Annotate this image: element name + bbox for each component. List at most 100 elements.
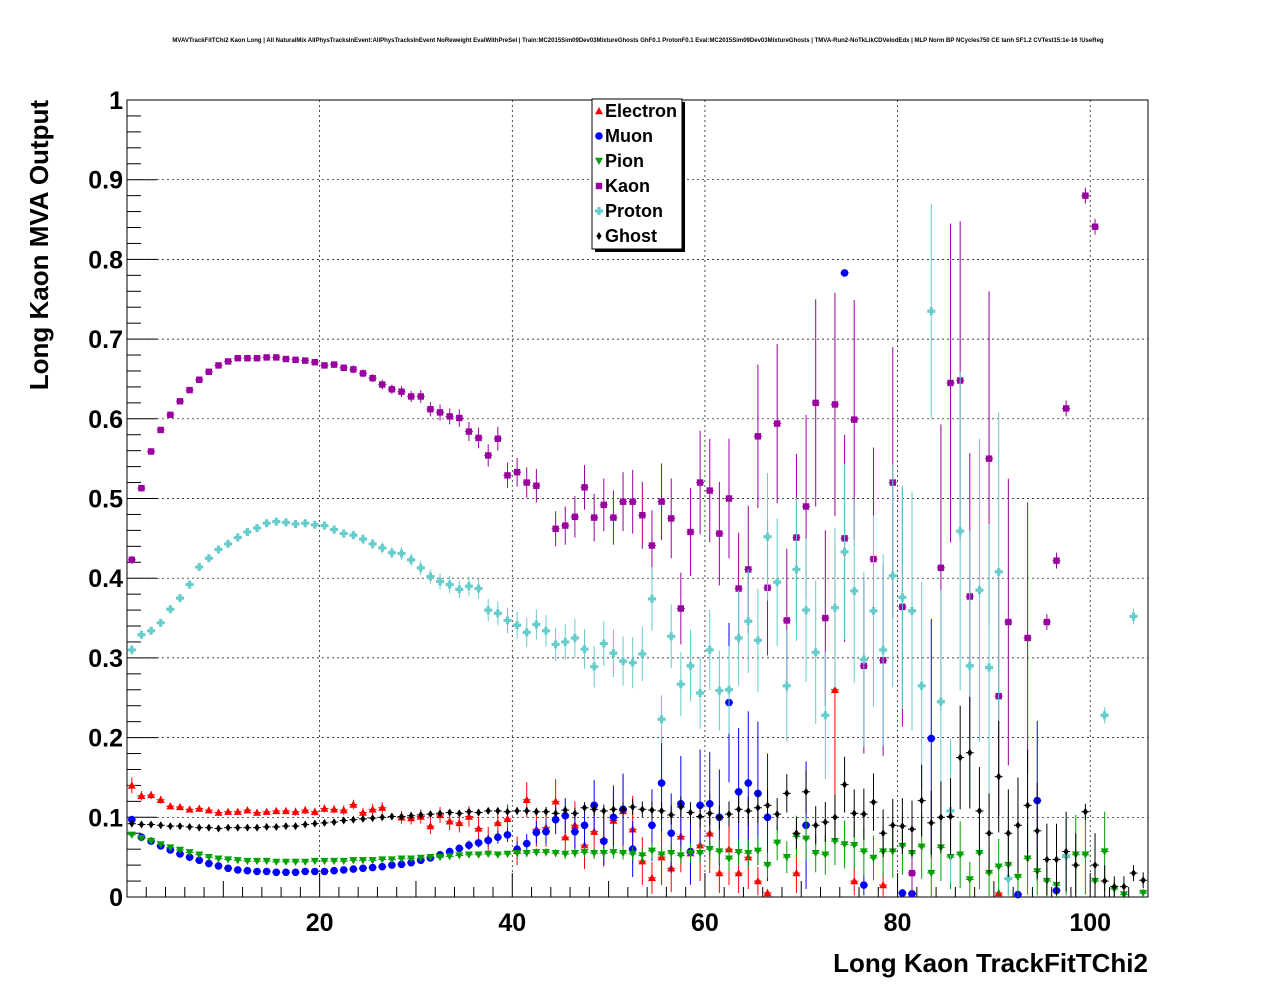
data-point-pion (840, 841, 849, 849)
data-point-pion (744, 849, 753, 858)
data-point-proton (137, 630, 146, 639)
data-point-proton (782, 681, 791, 690)
data-point-ghost (447, 808, 453, 817)
data-point-muon (474, 839, 483, 847)
data-point-proton (647, 594, 656, 603)
data-point-pion (330, 857, 339, 866)
data-point-kaon (668, 515, 675, 522)
data-point-proton (638, 649, 647, 658)
data-point-electron (734, 869, 743, 877)
data-point-electron (561, 833, 570, 841)
data-point-proton (175, 594, 184, 603)
data-point-kaon (407, 393, 415, 400)
data-point-pion (869, 854, 878, 862)
data-point-kaon (205, 368, 213, 375)
data-point-ghost (947, 812, 954, 821)
data-point-ghost (851, 809, 857, 818)
data-point-pion (214, 855, 223, 863)
data-point-proton (445, 580, 454, 589)
data-point-proton (513, 621, 522, 630)
data-point-ghost (1063, 847, 1069, 856)
data-point-kaon (985, 455, 993, 462)
data-point-ghost (543, 807, 549, 816)
data-point-pion (378, 856, 387, 864)
data-point-muon (339, 866, 348, 874)
data-point-muon (243, 866, 252, 875)
data-point-kaon (1005, 618, 1012, 626)
data-point-kaon (552, 525, 559, 532)
data-point-electron (253, 808, 262, 816)
data-point-proton (358, 535, 367, 544)
data-point-proton (349, 531, 358, 540)
data-point-muon (609, 813, 618, 822)
data-point-electron (455, 818, 464, 827)
y-tick-label: 0.7 (88, 326, 123, 354)
data-point-muon (301, 867, 309, 876)
legend-marker-muon (595, 132, 603, 140)
data-point-pion (464, 851, 473, 859)
data-point-muon (657, 779, 666, 787)
data-point-pion (224, 856, 233, 864)
data-point-kaon (128, 556, 136, 564)
data-point-kaon (513, 468, 521, 476)
data-point-pion (137, 834, 146, 843)
data-point-kaon (658, 498, 665, 505)
data-point-pion (811, 849, 820, 858)
data-point-electron (224, 807, 233, 815)
data-point-ghost (1005, 829, 1011, 838)
data-point-pion (484, 850, 493, 858)
data-point-ghost (572, 809, 578, 818)
data-point-electron (204, 806, 213, 814)
data-point-proton (888, 571, 897, 580)
legend-label-ghost: Ghost (605, 226, 657, 246)
data-point-muon (253, 867, 261, 876)
data-point-pion (985, 869, 994, 878)
data-point-pion (927, 869, 936, 878)
data-point-pion (243, 857, 252, 866)
data-point-proton (917, 681, 926, 690)
data-point-kaon (619, 498, 627, 505)
data-point-ghost (813, 821, 819, 830)
data-point-ghost (398, 812, 405, 821)
data-point-pion (387, 856, 396, 864)
data-point-ghost (1034, 826, 1040, 835)
data-point-ghost (726, 810, 732, 819)
data-point-electron (214, 808, 223, 816)
data-point-ghost (321, 818, 328, 827)
data-point-ghost (148, 820, 154, 829)
data-point-ghost (803, 787, 809, 796)
data-point-pion (522, 849, 531, 858)
data-point-proton (330, 525, 339, 534)
data-point-ghost (976, 806, 983, 815)
data-point-proton (830, 603, 839, 612)
data-point-proton (705, 645, 714, 654)
legend: Electron Muon Pion Kaon Proton Ghost (591, 98, 685, 252)
data-point-pion (850, 841, 859, 850)
data-point-kaon (224, 358, 232, 365)
data-point-muon (455, 844, 464, 853)
data-point-kaon (610, 514, 617, 521)
data-point-kaon (282, 355, 290, 363)
data-point-proton (522, 628, 531, 637)
data-point-pion (513, 849, 522, 858)
data-point-muon (224, 864, 232, 873)
data-point-proton (281, 518, 290, 527)
data-point-ghost (264, 822, 270, 831)
data-point-ghost (784, 789, 790, 798)
data-point-ghost (668, 810, 674, 819)
data-point-proton (936, 697, 945, 706)
data-point-kaon (215, 362, 222, 369)
data-point-proton (503, 616, 512, 625)
data-point-electron (272, 806, 281, 815)
data-point-electron (503, 814, 512, 823)
data-point-ghost (379, 813, 385, 822)
data-point-ghost (350, 815, 356, 824)
data-point-pion (426, 853, 435, 862)
data-point-ghost (919, 796, 925, 805)
data-point-proton (291, 520, 300, 529)
data-point-muon (195, 856, 204, 865)
data-point-electron (137, 791, 146, 799)
data-point-ghost (716, 813, 722, 822)
data-point-ghost (167, 822, 173, 831)
data-point-pion (474, 851, 483, 859)
